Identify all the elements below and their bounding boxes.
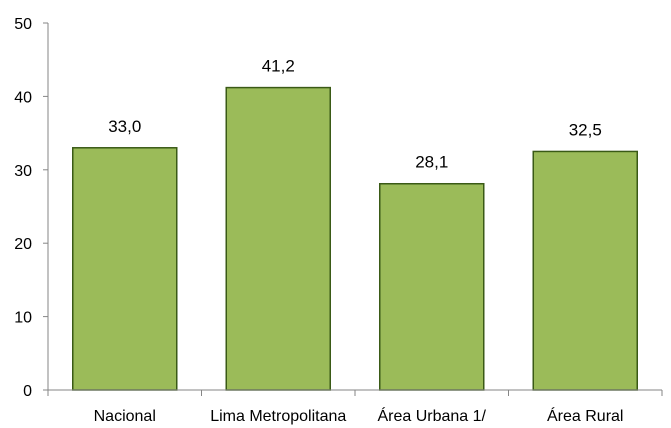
x-tick-label: Lima Metropolitana [210, 408, 346, 425]
bars-layer [72, 86, 638, 391]
axes-layer: 0 10 20 30 40 50 [14, 16, 663, 400]
y-tick-label: 20 [14, 236, 32, 253]
bar [379, 182, 485, 391]
data-label: 41,2 [262, 57, 295, 76]
y-tick-label: 50 [14, 16, 32, 33]
y-tick-label: 30 [14, 163, 32, 180]
data-labels-layer: 33,0 Nacional 41,2 Lima Metropolitana 28,1 Ár… [94, 57, 624, 425]
data-label: 28,1 [415, 153, 448, 172]
x-tick-label: Área Urbana 1/ [377, 406, 486, 425]
y-tick-label: 0 [23, 383, 32, 400]
y-tick-label: 40 [14, 89, 32, 106]
x-tick-label: Área Rural [547, 406, 623, 425]
y-tick-label: 10 [14, 310, 32, 327]
data-label: 33,0 [108, 117, 141, 136]
bar [532, 150, 638, 391]
x-tick-label: Nacional [94, 408, 156, 425]
bar [225, 86, 331, 391]
bar [72, 147, 178, 391]
data-label: 32,5 [569, 120, 602, 139]
